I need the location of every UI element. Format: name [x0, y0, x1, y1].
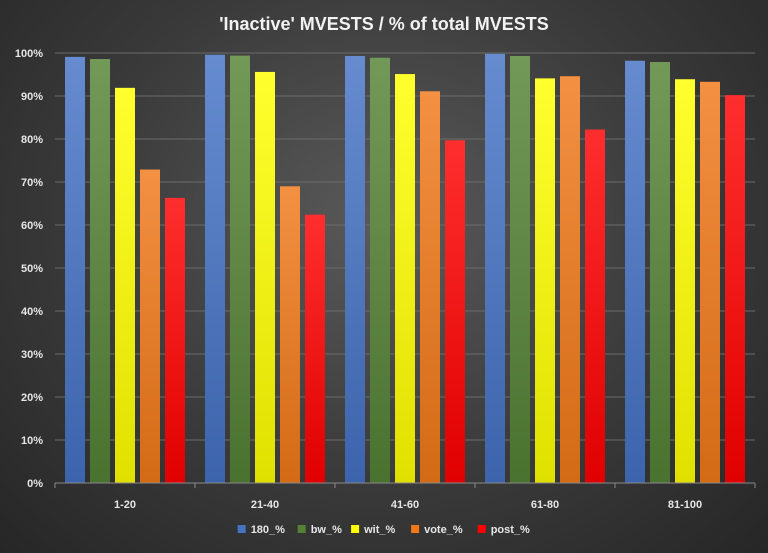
y-tick-label: 50% — [21, 263, 43, 275]
legend-swatch — [297, 525, 306, 533]
y-tick-label: 0% — [27, 478, 43, 490]
legend-swatch — [351, 525, 360, 533]
legend-item-bw: bw_% — [297, 524, 342, 536]
y-tick-label: 80% — [21, 134, 43, 146]
bars — [65, 53, 745, 484]
bar-wit-81-100 — [675, 79, 695, 483]
x-tick-label: 1-20 — [114, 499, 136, 511]
bar-wit-61-80 — [535, 78, 555, 484]
legend-swatch — [237, 525, 246, 533]
legend-label: wit_% — [363, 524, 395, 536]
x-axis: 1-20 21-40 41-60 61-80 81-100 — [54, 482, 756, 511]
y-tick-label: 100% — [15, 48, 43, 60]
y-tick-label: 40% — [21, 306, 43, 318]
y-axis-ticks: 0% 10% 20% 30% 40% 50% 60% 70% 80% 90% 100% — [15, 48, 43, 490]
x-tick-label: 21-40 — [251, 499, 279, 511]
legend-label: bw_% — [311, 524, 342, 536]
legend-item-post: post_% — [477, 524, 530, 536]
x-tick-label: 81-100 — [668, 499, 702, 511]
bar-post-41-60 — [445, 140, 465, 484]
legend-item-180: 180_% — [237, 524, 285, 536]
bar-wit-41-60 — [395, 74, 415, 483]
bar-vote-41-60 — [420, 91, 440, 484]
bar-wit-21-40 — [255, 71, 275, 484]
legend-item-vote: vote_% — [411, 524, 463, 536]
bar-180-81-100 — [625, 60, 645, 484]
bar-180-21-40 — [205, 54, 225, 483]
chart-title: 'Inactive' MVESTS / % of total MVESTS — [219, 14, 549, 34]
bar-post-81-100 — [725, 95, 745, 483]
x-tick-label: 41-60 — [391, 499, 419, 511]
y-tick-label: 70% — [21, 177, 43, 189]
bar-vote-21-40 — [280, 186, 300, 484]
x-tick-label: 61-80 — [531, 499, 559, 511]
legend-item-wit: wit_% — [351, 524, 395, 536]
bar-bw-41-60 — [370, 57, 390, 483]
bar-180-61-80 — [485, 53, 505, 484]
bar-vote-81-100 — [700, 81, 720, 483]
y-tick-label: 90% — [21, 91, 43, 103]
legend-swatch — [477, 525, 486, 533]
y-tick-label: 60% — [21, 220, 43, 232]
legend: 180_% bw_% wit_% vote_% post_% — [237, 524, 530, 536]
y-tick-label: 10% — [21, 435, 43, 447]
bar-vote-1-20 — [140, 169, 160, 483]
bar-180-41-60 — [345, 56, 365, 483]
bar-wit-1-20 — [115, 87, 135, 483]
bar-post-61-80 — [585, 129, 605, 484]
bar-bw-81-100 — [650, 62, 670, 483]
bar-bw-1-20 — [90, 59, 110, 484]
y-tick-label: 30% — [21, 349, 43, 361]
bar-vote-61-80 — [560, 76, 580, 483]
y-tick-label: 20% — [21, 392, 43, 404]
legend-label: 180_% — [251, 524, 285, 536]
bar-post-1-20 — [165, 197, 185, 483]
bar-180-1-20 — [65, 56, 85, 484]
bar-bw-21-40 — [230, 55, 250, 484]
bar-bw-61-80 — [510, 56, 530, 483]
legend-label: post_% — [491, 524, 530, 536]
legend-swatch — [411, 525, 420, 533]
legend-label: vote_% — [424, 524, 463, 536]
bar-post-21-40 — [305, 214, 325, 483]
